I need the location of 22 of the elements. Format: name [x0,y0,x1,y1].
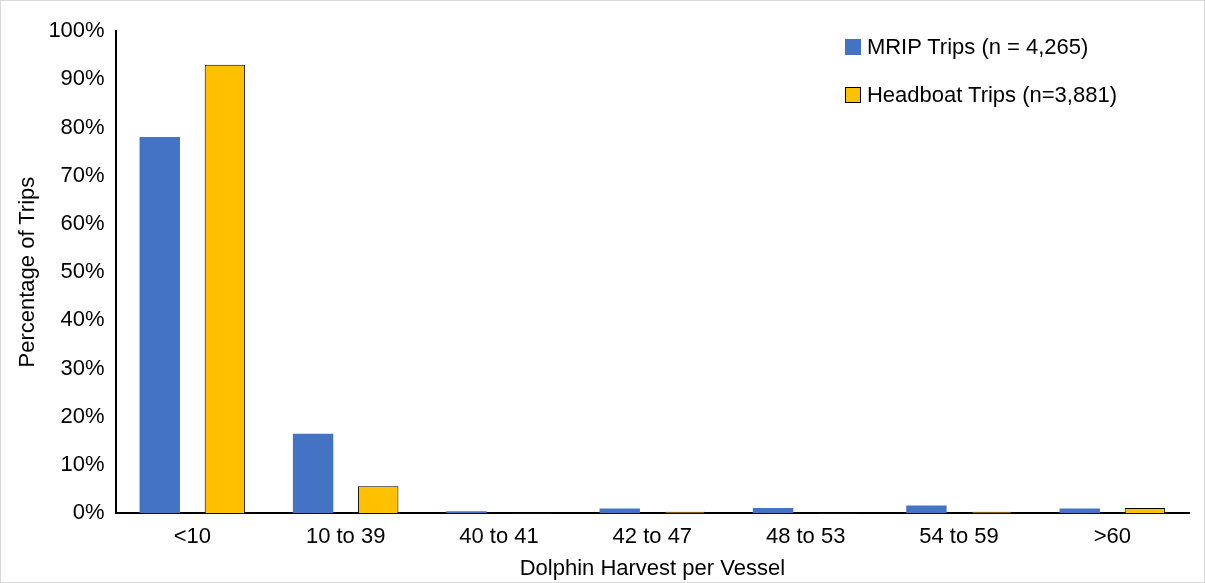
y-tick-label: 30% [60,354,105,380]
y-tick-label: 80% [60,113,105,139]
legend-label: Headboat Trips (n=3,881) [866,82,1117,107]
y-tick-label: 70% [60,161,105,187]
y-tick-label: 90% [60,65,105,91]
y-tick-label: 50% [60,258,105,284]
y-tick-label: 100% [48,17,105,43]
y-tick-label: 10% [60,451,105,477]
legend-label: MRIP Trips (n = 4,265) [866,34,1089,59]
y-tick-label: 60% [60,209,105,235]
x-tick-label: >60 [1093,523,1131,549]
x-tick-label: 10 to 39 [305,523,386,549]
x-tick-label: <10 [173,523,211,549]
x-tick-label: 42 to 47 [612,523,693,549]
x-tick-label: 48 to 53 [765,523,846,549]
x-axis-title: Dolphin Harvest per Vessel [519,554,786,580]
y-axis-title: Percentage of Trips [14,176,40,368]
y-tick-label: 0% [72,499,105,525]
y-tick-label: 20% [60,402,105,428]
y-tick-label: 40% [60,306,105,332]
x-tick-label: 40 to 41 [459,523,539,549]
x-tick-label: 54 to 59 [919,523,999,549]
